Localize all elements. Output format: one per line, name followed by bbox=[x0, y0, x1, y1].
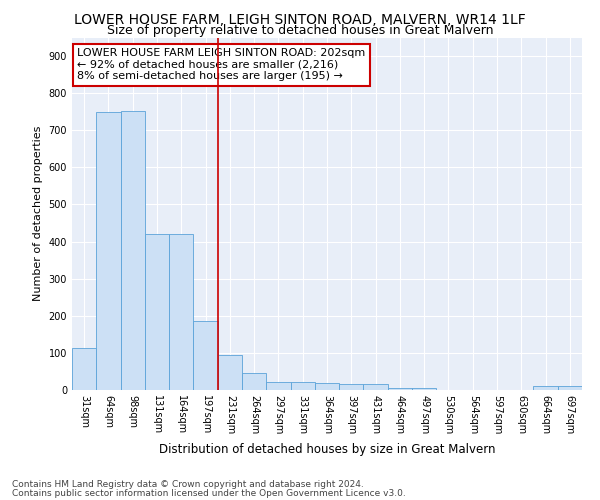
Bar bbox=[121, 111, 145, 390]
Text: LOWER HOUSE FARM LEIGH SINTON ROAD: 202sqm
← 92% of detached houses are smaller : LOWER HOUSE FARM LEIGH SINTON ROAD: 202s… bbox=[77, 48, 365, 82]
Bar bbox=[145, 234, 169, 390]
Bar bbox=[388, 388, 412, 390]
Bar bbox=[412, 388, 436, 390]
Bar bbox=[364, 384, 388, 390]
X-axis label: Distribution of detached houses by size in Great Malvern: Distribution of detached houses by size … bbox=[159, 442, 495, 456]
Bar bbox=[266, 382, 290, 390]
Bar bbox=[558, 386, 582, 390]
Bar bbox=[315, 384, 339, 390]
Bar bbox=[96, 112, 121, 390]
Bar bbox=[533, 386, 558, 390]
Bar bbox=[218, 355, 242, 390]
Bar bbox=[242, 374, 266, 390]
Bar bbox=[290, 382, 315, 390]
Bar bbox=[339, 384, 364, 390]
Y-axis label: Number of detached properties: Number of detached properties bbox=[33, 126, 43, 302]
Text: Contains public sector information licensed under the Open Government Licence v3: Contains public sector information licen… bbox=[12, 488, 406, 498]
Text: Contains HM Land Registry data © Crown copyright and database right 2024.: Contains HM Land Registry data © Crown c… bbox=[12, 480, 364, 489]
Bar bbox=[72, 348, 96, 390]
Bar bbox=[193, 322, 218, 390]
Text: LOWER HOUSE FARM, LEIGH SINTON ROAD, MALVERN, WR14 1LF: LOWER HOUSE FARM, LEIGH SINTON ROAD, MAL… bbox=[74, 12, 526, 26]
Text: Size of property relative to detached houses in Great Malvern: Size of property relative to detached ho… bbox=[107, 24, 493, 37]
Bar bbox=[169, 234, 193, 390]
